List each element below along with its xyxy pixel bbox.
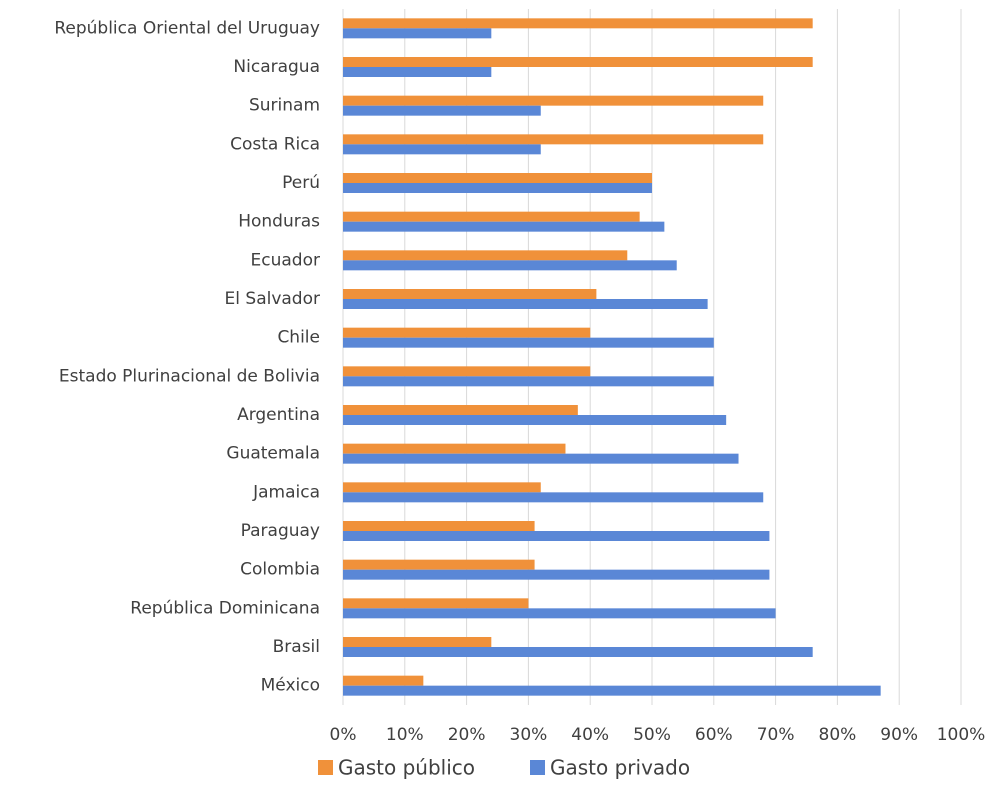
bar: [343, 685, 881, 696]
y-tick-label: República Dominicana: [130, 598, 320, 618]
bar: [343, 598, 529, 609]
y-tick-label: Honduras: [238, 212, 320, 232]
bar: [343, 299, 708, 309]
y-tick-label: Jamaica: [252, 482, 320, 502]
x-tick-label: 90%: [880, 725, 918, 745]
bar: [343, 211, 640, 222]
y-tick-label: Surinam: [249, 96, 320, 116]
bar: [343, 559, 535, 570]
x-tick-label: 70%: [757, 725, 795, 745]
x-tick-label: 30%: [510, 725, 548, 745]
bar: [343, 260, 677, 271]
bar: [343, 173, 652, 183]
legend-swatch: [530, 760, 545, 775]
bar: [343, 405, 578, 415]
x-tick-label: 50%: [633, 725, 671, 745]
bar: [343, 647, 813, 657]
bar: [343, 415, 727, 425]
bar: [343, 134, 764, 145]
bar: [343, 482, 541, 493]
bar: [343, 67, 492, 77]
bar: [343, 376, 714, 387]
bar: [343, 28, 492, 39]
bar: [343, 250, 628, 261]
y-tick-label: Argentina: [237, 405, 320, 425]
bar: [343, 637, 492, 647]
legend-label: Gasto público: [338, 756, 475, 780]
bar: [343, 569, 770, 580]
bar: [343, 366, 591, 377]
bar: [343, 183, 652, 193]
bar: [343, 531, 770, 541]
bar: [343, 492, 764, 503]
y-tick-label: Costa Rica: [230, 134, 320, 154]
y-tick-label: Perú: [282, 173, 320, 193]
x-tick-label: 20%: [448, 725, 486, 745]
bar: [343, 337, 714, 348]
y-tick-label: México: [261, 676, 320, 696]
x-tick-label: 0%: [330, 725, 357, 745]
bar: [343, 18, 813, 29]
y-tick-label: Colombia: [240, 560, 320, 580]
y-tick-label: Nicaragua: [233, 57, 320, 77]
x-tick-label: 100%: [937, 725, 986, 745]
bar: [343, 95, 764, 106]
legend-swatch: [318, 760, 333, 775]
y-tick-label: Ecuador: [251, 250, 320, 270]
x-tick-label: 40%: [571, 725, 609, 745]
bar: [343, 105, 541, 116]
y-tick-label: Brasil: [273, 637, 320, 657]
y-tick-label: Guatemala: [226, 444, 320, 464]
bar: [343, 327, 591, 338]
bar: [343, 608, 776, 619]
x-tick-label: 60%: [695, 725, 733, 745]
bar: [343, 289, 597, 299]
bar: [343, 144, 541, 155]
bar: [343, 57, 813, 67]
y-tick-label: Paraguay: [241, 521, 320, 541]
y-tick-label: Estado Plurinacional de Bolivia: [59, 366, 320, 386]
x-tick-label: 10%: [386, 725, 424, 745]
bar: [343, 453, 739, 464]
y-tick-label: República Oriental del Uruguay: [54, 18, 320, 38]
legend-label: Gasto privado: [550, 756, 690, 780]
bar: [343, 675, 424, 686]
bar: [343, 221, 665, 232]
bar: [343, 521, 535, 531]
y-tick-label: El Salvador: [225, 289, 320, 309]
x-tick-label: 80%: [819, 725, 857, 745]
y-tick-label: Chile: [277, 328, 320, 348]
bar: [343, 443, 566, 454]
